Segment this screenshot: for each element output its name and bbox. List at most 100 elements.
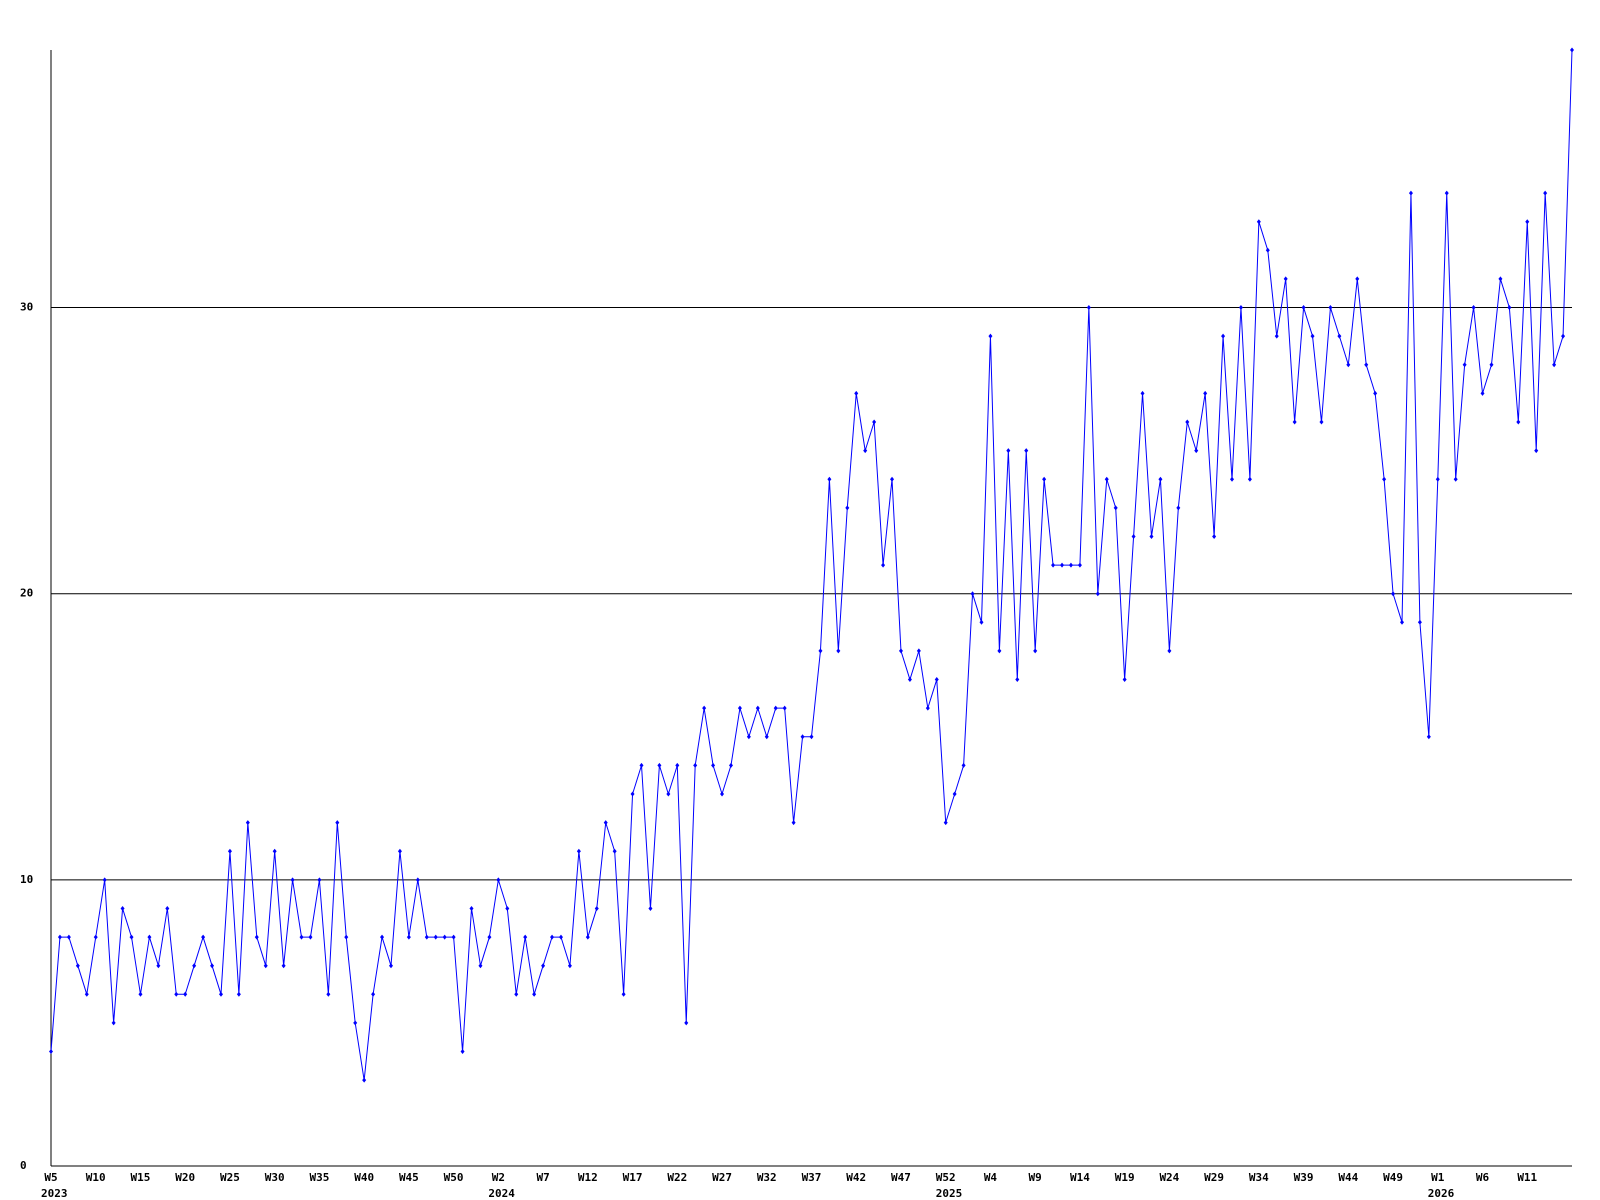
x-tick-label: W27 <box>712 1171 732 1184</box>
point <box>1149 533 1154 539</box>
point <box>120 905 125 911</box>
point <box>541 963 546 969</box>
point <box>943 820 948 826</box>
point <box>299 934 304 940</box>
point <box>156 963 161 969</box>
point <box>460 1049 465 1055</box>
point <box>1077 562 1082 568</box>
x-tick-label: W40 <box>354 1171 374 1184</box>
x-tick-label: W47 <box>891 1171 911 1184</box>
point <box>907 677 912 683</box>
point <box>550 934 555 940</box>
y-tick-label: 30 <box>20 301 33 314</box>
series-line <box>50 49 1573 1081</box>
point <box>827 476 832 482</box>
point <box>1194 448 1199 454</box>
point <box>791 820 796 826</box>
x-tick-label: W25 <box>220 1171 240 1184</box>
point <box>809 734 814 740</box>
point <box>934 677 939 683</box>
point <box>1364 362 1369 368</box>
x-tick-label: W5 <box>44 1171 57 1184</box>
point <box>881 562 886 568</box>
x-tick-label: W49 <box>1383 1171 1403 1184</box>
x-tick-label: W30 <box>265 1171 285 1184</box>
point <box>1471 305 1476 311</box>
point <box>1068 562 1073 568</box>
point <box>1400 619 1405 625</box>
point <box>1382 476 1387 482</box>
point <box>1256 219 1261 225</box>
point <box>335 820 340 826</box>
point <box>1113 505 1118 511</box>
x-tick-label: W35 <box>309 1171 329 1184</box>
point <box>469 905 474 911</box>
point <box>1292 419 1297 425</box>
point <box>174 991 179 997</box>
point <box>890 476 895 482</box>
point <box>75 963 80 969</box>
point <box>254 934 259 940</box>
point <box>397 848 402 854</box>
point <box>1176 505 1181 511</box>
point <box>505 905 510 911</box>
point <box>1024 448 1029 454</box>
point <box>433 934 438 940</box>
point <box>308 934 313 940</box>
point <box>192 963 197 969</box>
year-label: 2026 <box>1428 1187 1455 1200</box>
point <box>1131 533 1136 539</box>
point <box>1435 476 1440 482</box>
point <box>863 448 868 454</box>
point <box>424 934 429 940</box>
point <box>165 905 170 911</box>
point <box>854 390 859 396</box>
point <box>639 762 644 768</box>
point <box>684 1020 689 1026</box>
point <box>630 791 635 797</box>
point <box>236 991 241 997</box>
point <box>245 820 250 826</box>
point <box>585 934 590 940</box>
point <box>1140 390 1145 396</box>
point <box>415 877 420 883</box>
point <box>1570 47 1574 53</box>
point <box>800 734 805 740</box>
point <box>988 333 993 339</box>
point <box>558 934 563 940</box>
x-tick-label: W6 <box>1476 1171 1490 1184</box>
point <box>487 934 492 940</box>
point <box>997 648 1002 654</box>
point <box>1212 533 1217 539</box>
point <box>755 705 760 711</box>
point <box>227 848 232 854</box>
x-tick-label: W52 <box>936 1171 956 1184</box>
point <box>1355 276 1360 282</box>
y-tick-label: 20 <box>20 587 33 600</box>
point <box>84 991 89 997</box>
point <box>111 1020 116 1026</box>
point <box>916 648 921 654</box>
x-tick-label: W11 <box>1517 1171 1537 1184</box>
point <box>201 934 206 940</box>
point <box>1373 390 1378 396</box>
x-tick-label: W24 <box>1159 1171 1179 1184</box>
point <box>845 505 850 511</box>
point <box>1238 305 1243 311</box>
point <box>263 963 268 969</box>
point <box>925 705 930 711</box>
x-tick-label: W10 <box>86 1171 106 1184</box>
x-tick-label: W1 <box>1431 1171 1445 1184</box>
point <box>1507 305 1512 311</box>
point <box>1337 333 1342 339</box>
point <box>1042 476 1047 482</box>
x-tick-label: W32 <box>757 1171 777 1184</box>
point <box>657 762 662 768</box>
point <box>1230 476 1235 482</box>
point <box>961 762 966 768</box>
x-tick-label: W42 <box>846 1171 866 1184</box>
point <box>1391 591 1396 597</box>
point <box>1552 362 1557 368</box>
x-tick-label: W44 <box>1338 1171 1358 1184</box>
point <box>1274 333 1279 339</box>
